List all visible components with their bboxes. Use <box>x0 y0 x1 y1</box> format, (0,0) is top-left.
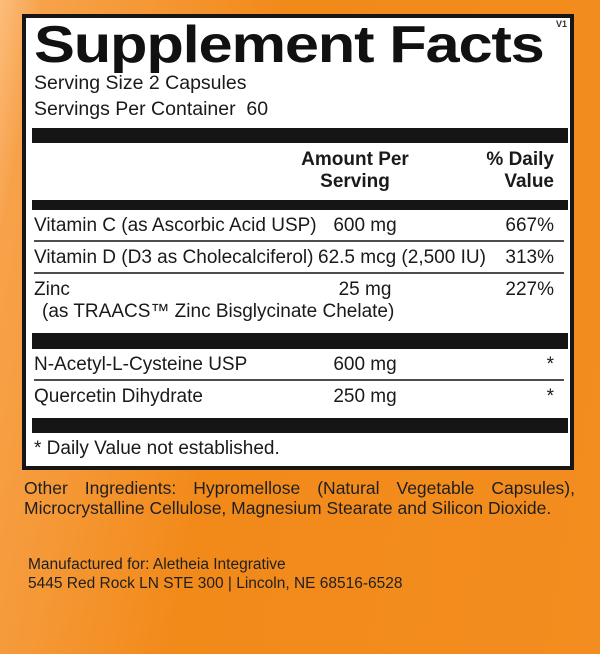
amount-header-line1: Amount Per <box>301 149 409 170</box>
nutrient-daily-value: 313% <box>505 247 554 268</box>
nutrient-name: Zinc <box>34 279 70 300</box>
dv-header-line1: % Daily <box>486 149 554 170</box>
nutrient-name: Quercetin Dihydrate <box>34 386 203 407</box>
nutrient-amount: 62.5 mcg (2,500 IU) <box>318 247 486 268</box>
amount-per-serving-header: Amount Per Serving <box>260 149 450 192</box>
nutrient-row: Zinc (as TRAACS™ Zinc Bisglycinate Chelat… <box>34 272 564 326</box>
nutrient-daily-value: 227% <box>505 279 554 300</box>
nutrient-name-detail: (as TRAACS™ Zinc Bisglycinate Chelate) <box>42 301 395 322</box>
nutrient-row: Quercetin Dihydrate 250 mg * <box>34 379 564 411</box>
servings-per-container-line: Servings Per Container 60 <box>34 98 269 120</box>
manufacturer-block: Manufactured for: Aletheia Integrative 5… <box>28 556 403 593</box>
nutrient-row: Vitamin D (D3 as Cholecalciferol) 62.5 mc… <box>34 240 564 272</box>
thick-divider-bar <box>32 200 568 210</box>
nutrient-amount: 600 mg <box>333 354 397 375</box>
nutrient-daily-value: 667% <box>505 215 554 236</box>
nutrient-name: Vitamin D (D3 as Cholecalciferol) <box>34 247 314 268</box>
panel-title: Supplement Facts <box>34 16 545 74</box>
other-ingredients-text: Other Ingredients: Hypromellose (Natural… <box>24 478 575 518</box>
nutrient-section-other-actives: N-Acetyl-L-Cysteine USP 600 mg * Quercetin … <box>34 349 564 411</box>
thick-divider-bar <box>32 128 568 143</box>
nutrient-amount: 250 mg <box>333 386 397 407</box>
nutrient-section-vitamins: Vitamin C (as Ascorbic Acid USP) 600 mg 66… <box>34 210 564 326</box>
nutrient-name: N-Acetyl-L-Cysteine USP <box>34 354 248 375</box>
percent-daily-value-header: % Daily Value <box>486 149 554 192</box>
supplement-facts-panel: V1 Supplement Facts Serving Size 2 Capsu… <box>22 14 574 470</box>
nutrient-amount: 600 mg <box>333 215 397 236</box>
nutrient-amount: 25 mg <box>338 279 392 300</box>
thick-divider-bar <box>32 418 568 433</box>
daily-value-footnote: * Daily Value not established. <box>34 438 280 459</box>
thick-divider-bar <box>32 333 568 349</box>
version-tag: V1 <box>555 19 567 29</box>
manufacturer-address-line: 5445 Red Rock LN STE 300 | Lincoln, NE 6… <box>28 574 403 592</box>
serving-size-line: Serving Size 2 Capsules <box>34 72 247 94</box>
manufactured-for-line: Manufactured for: Aletheia Integrative <box>28 556 286 573</box>
dv-header-line2: Value <box>504 170 554 192</box>
nutrient-daily-value: * <box>546 386 554 407</box>
nutrient-daily-value: * <box>546 354 554 375</box>
nutrient-name: Vitamin C (as Ascorbic Acid USP) <box>34 215 317 236</box>
column-header-row: Amount Per Serving % Daily Value <box>34 149 564 192</box>
amount-header-line2: Serving <box>320 170 390 192</box>
nutrient-row: Vitamin C (as Ascorbic Acid USP) 600 mg 66… <box>34 210 564 240</box>
nutrient-row: N-Acetyl-L-Cysteine USP 600 mg * <box>34 349 564 379</box>
